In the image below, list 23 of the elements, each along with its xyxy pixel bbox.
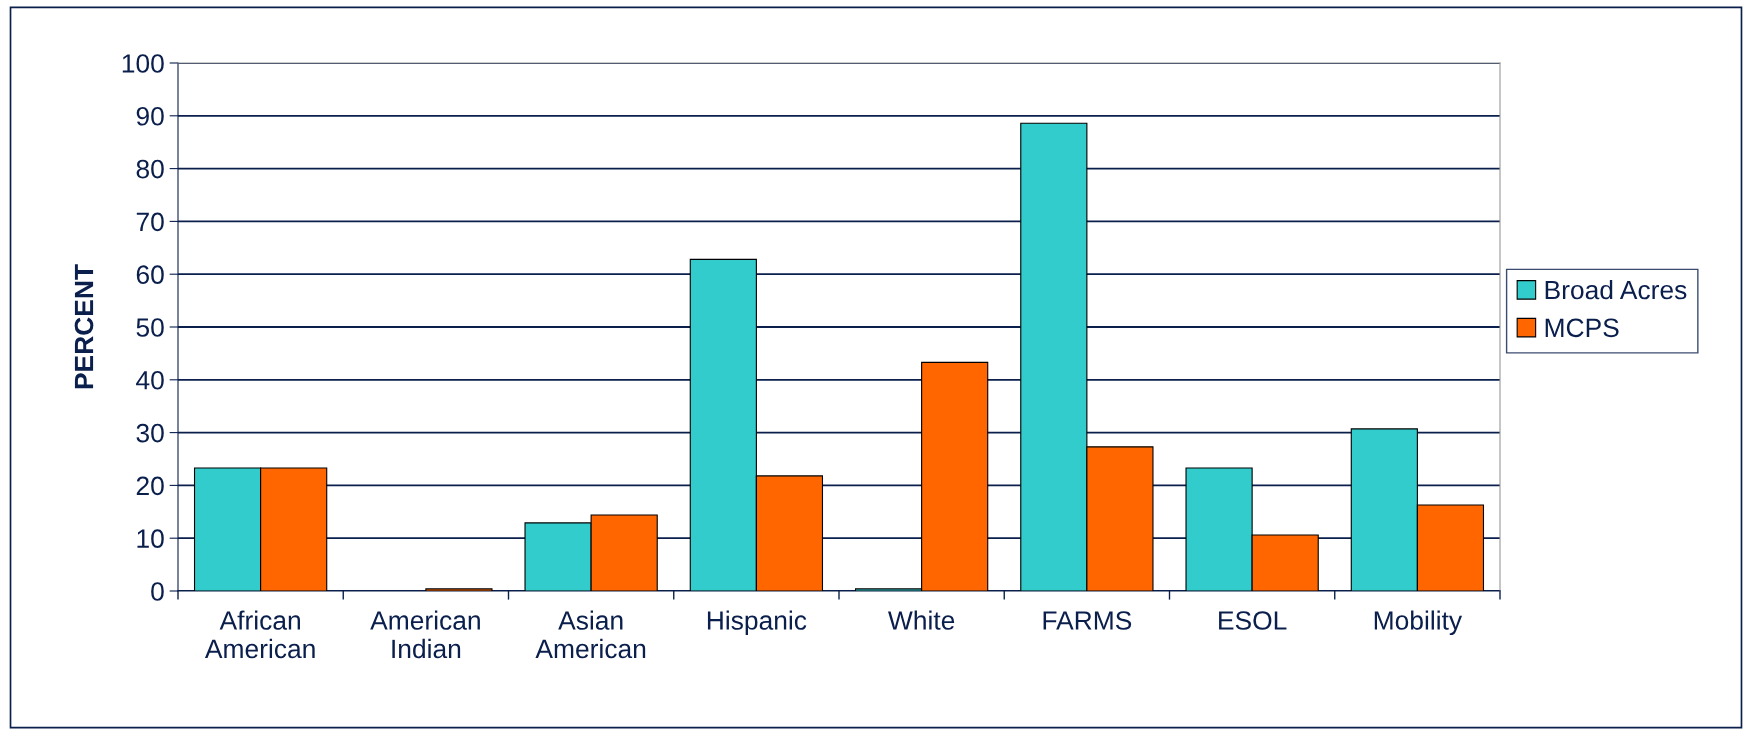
x-tick-label: FARMS bbox=[1043, 611, 1132, 630]
y-tick-label: 30 bbox=[136, 423, 164, 443]
y-tick-label: 100 bbox=[122, 54, 164, 73]
y-tick-label: 90 bbox=[136, 106, 164, 126]
y-tick-label: 50 bbox=[136, 318, 164, 337]
legend-label: MCPS bbox=[1545, 318, 1619, 338]
legend-label: Broad Acres bbox=[1545, 279, 1687, 300]
y-tick-label: 10 bbox=[137, 529, 164, 549]
y-tick-label: 80 bbox=[136, 159, 164, 179]
y-tick-label: 20 bbox=[136, 476, 164, 496]
y-tick-label: 60 bbox=[136, 265, 164, 285]
y-tick-label: 40 bbox=[136, 370, 164, 390]
x-tick-label: Hispanic bbox=[707, 610, 807, 636]
x-tick-label: African American bbox=[204, 610, 315, 659]
y-tick-label: 70 bbox=[136, 212, 164, 232]
x-tick-label: American Indian bbox=[370, 610, 480, 659]
x-tick-label: Asian American bbox=[535, 610, 646, 659]
y-axis-title: PERCENT bbox=[74, 264, 94, 389]
bar bbox=[425, 588, 493, 591]
y-tick-label: 0 bbox=[151, 582, 164, 601]
x-tick-label: Mobility bbox=[1374, 610, 1463, 636]
x-tick-label: ESOL bbox=[1219, 611, 1287, 630]
x-tick-label: White bbox=[888, 610, 955, 630]
